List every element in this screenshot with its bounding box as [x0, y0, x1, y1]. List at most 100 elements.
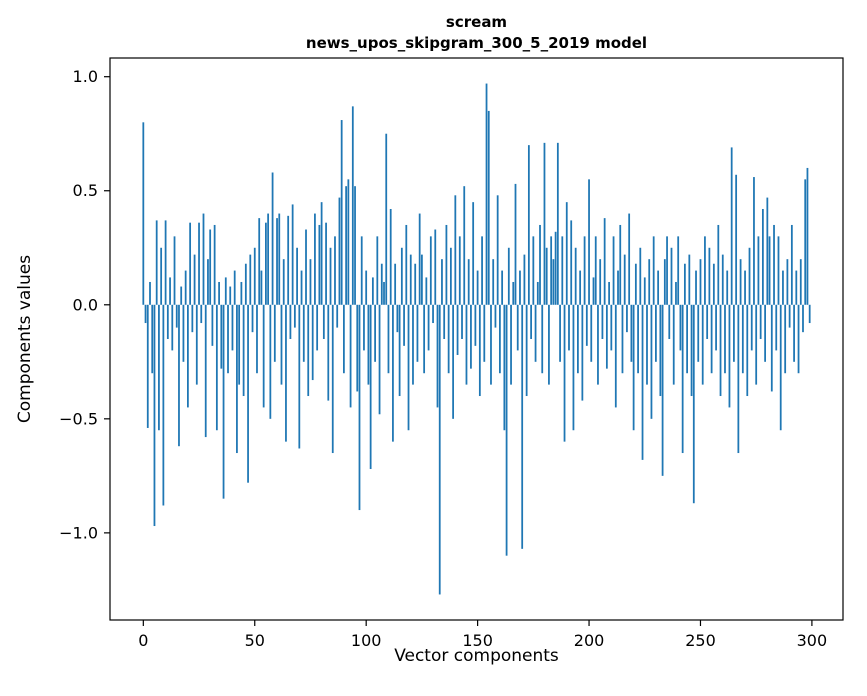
bar: [634, 263, 637, 305]
bar: [585, 304, 588, 346]
bar: [376, 236, 379, 305]
bar: [746, 304, 749, 397]
bar: [708, 247, 711, 305]
bar: [452, 304, 454, 419]
bar: [325, 222, 327, 305]
bar: [572, 304, 575, 431]
bar: [759, 304, 762, 339]
bar: [149, 281, 151, 305]
bar: [389, 208, 392, 305]
bar: [652, 236, 655, 305]
bar: [786, 259, 789, 305]
bar: [349, 304, 352, 408]
bar: [646, 304, 648, 385]
x-tick-label: 250: [685, 631, 716, 650]
x-tick-label: 50: [245, 631, 265, 650]
bar: [510, 304, 512, 385]
bar: [429, 236, 432, 305]
bar: [447, 304, 450, 374]
bar: [331, 304, 334, 454]
bar: [712, 263, 715, 305]
bar: [594, 236, 597, 305]
bar: [655, 304, 657, 362]
bar: [441, 259, 443, 305]
bar: [650, 304, 653, 419]
bar: [590, 304, 593, 362]
bar: [790, 224, 793, 305]
bar: [244, 263, 247, 305]
bar: [757, 236, 760, 305]
bar: [253, 247, 256, 305]
bar: [806, 167, 809, 305]
bar: [336, 304, 339, 328]
bar: [202, 213, 205, 305]
bar: [541, 304, 544, 374]
bar: [710, 304, 713, 374]
bar: [681, 304, 684, 454]
bar: [211, 304, 214, 346]
bar: [605, 304, 608, 369]
bar: [363, 304, 365, 351]
bar: [416, 304, 419, 362]
bar: [365, 270, 368, 305]
bar: [193, 254, 196, 305]
bar: [318, 224, 321, 305]
bar: [519, 270, 521, 305]
bar: [630, 304, 633, 362]
bar: [465, 304, 468, 385]
bar: [383, 281, 385, 305]
bar: [204, 304, 207, 438]
bar: [721, 254, 724, 305]
bar: [666, 236, 668, 305]
bar: [661, 304, 664, 476]
bar: [563, 304, 566, 442]
bar: [175, 304, 178, 328]
bar: [396, 304, 399, 333]
bar: [507, 247, 510, 305]
bar: [160, 247, 163, 305]
bar: [735, 174, 738, 305]
bar: [256, 304, 258, 374]
bar: [340, 120, 343, 305]
bar: [378, 304, 381, 415]
bar: [552, 259, 555, 305]
bar: [351, 106, 354, 305]
bar: [320, 202, 323, 305]
bar: [229, 286, 232, 305]
bar: [367, 304, 370, 385]
bar: [737, 304, 740, 454]
bar: [458, 236, 461, 305]
bar: [739, 259, 742, 305]
y-tick-label: 0.0: [73, 295, 98, 314]
bar: [238, 304, 241, 385]
bar: [360, 236, 363, 305]
bar: [302, 304, 305, 362]
bar: [218, 281, 220, 305]
bar: [617, 270, 619, 305]
bar: [628, 213, 631, 305]
bar: [525, 304, 528, 397]
bar: [258, 218, 261, 305]
bar: [632, 304, 635, 431]
chart-title: scream news_upos_skipgram_300_5_2019 mod…: [110, 12, 843, 54]
bar: [329, 247, 332, 305]
bar: [305, 229, 307, 305]
bar: [750, 304, 753, 351]
bar: [536, 281, 539, 305]
bar: [449, 247, 452, 305]
bar: [236, 304, 238, 454]
bar: [207, 259, 209, 305]
bar: [574, 247, 577, 305]
bar: [704, 236, 706, 305]
bar: [369, 304, 372, 470]
bar: [521, 304, 524, 549]
chart-title-line1: scream: [445, 13, 508, 31]
bar: [505, 304, 508, 556]
bar: [222, 304, 225, 499]
bar: [496, 195, 499, 305]
bar: [503, 304, 506, 431]
x-tick-label: 300: [797, 631, 828, 650]
bar: [187, 304, 189, 408]
bar: [394, 263, 397, 305]
bar: [414, 263, 417, 305]
